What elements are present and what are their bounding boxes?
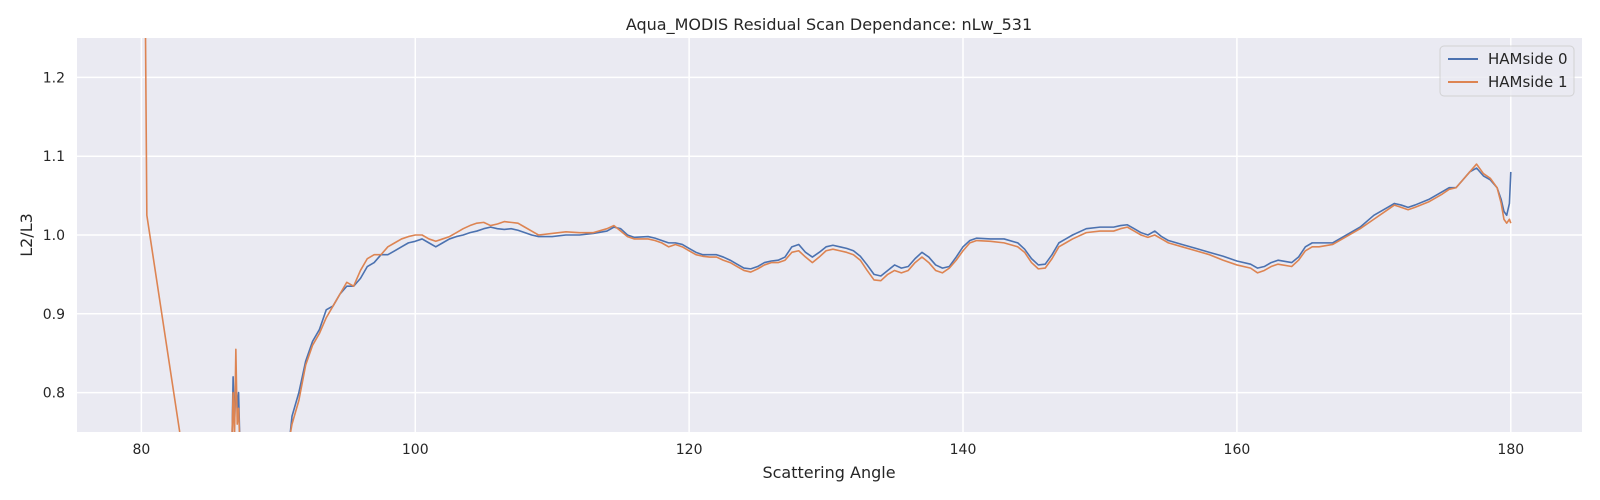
chart-title: Aqua_MODIS Residual Scan Dependance: nLw… xyxy=(626,15,1032,35)
x-tick-label: 120 xyxy=(676,442,703,458)
y-tick-label: 1.0 xyxy=(43,228,65,244)
x-axis-label: Scattering Angle xyxy=(762,463,895,482)
tick-layer: 80 100 120 140 160 180 0.8 0.9 1.0 1.1 1.2 xyxy=(43,70,1524,458)
x-tick-label: 80 xyxy=(132,442,150,458)
legend-label-hamside-0: HAMside 0 xyxy=(1488,50,1568,68)
series-line-hamside-0 xyxy=(289,167,1512,432)
series-layer xyxy=(144,38,1512,432)
x-tick-label: 160 xyxy=(1224,442,1251,458)
y-tick-label: 1.2 xyxy=(43,70,65,86)
legend: HAMside 0 HAMside 1 xyxy=(1439,45,1575,97)
series-line-hamside-1 xyxy=(144,38,181,432)
legend-label-hamside-1: HAMside 1 xyxy=(1488,73,1568,91)
x-tick-label: 100 xyxy=(402,442,429,458)
y-tick-label: 1.1 xyxy=(43,149,65,165)
series-line-hamside-1 xyxy=(231,348,241,432)
x-tick-label: 180 xyxy=(1497,442,1524,458)
y-tick-label: 0.8 xyxy=(43,386,65,402)
x-tick-label: 140 xyxy=(950,442,977,458)
y-tick-label: 0.9 xyxy=(43,307,65,323)
y-axis-label: L2/L3 xyxy=(17,213,36,257)
series-line-hamside-1 xyxy=(289,163,1512,432)
